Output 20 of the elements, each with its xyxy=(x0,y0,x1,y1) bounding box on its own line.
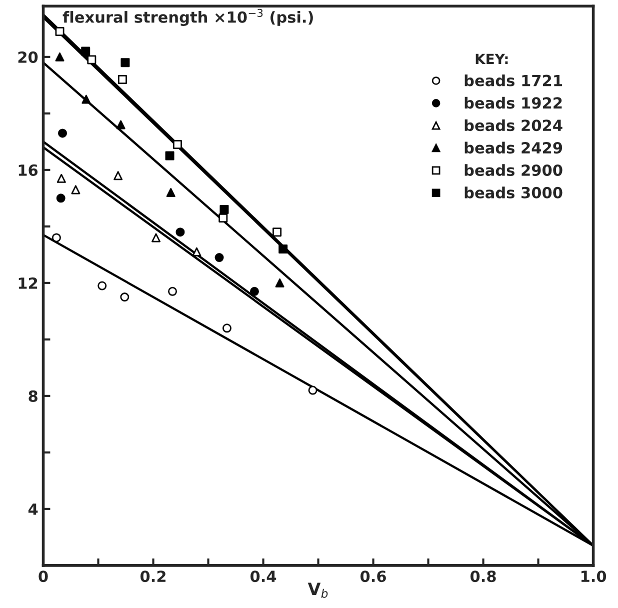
x-axis-title: V$_{b}$ xyxy=(308,582,328,598)
x-tick-label: 0.6 xyxy=(360,570,386,582)
legend-label: beads 2429 xyxy=(464,142,562,154)
legend-title: KEY: xyxy=(476,54,508,64)
legend-label: beads 2024 xyxy=(464,119,562,132)
y-tick-label: 8 xyxy=(28,390,38,402)
y-tick-label: 12 xyxy=(18,277,38,289)
y-tick-label: 20 xyxy=(18,51,38,63)
x-tick-label: 0.2 xyxy=(140,570,166,582)
y-tick-label: 4 xyxy=(28,504,38,515)
y-axis-title: flexural strength ×10$^{−3}$ (psi.) xyxy=(62,8,313,26)
x-tick-label: 0.4 xyxy=(250,570,276,582)
x-tick-label: 0 xyxy=(38,570,48,582)
x-tick-label: 0.8 xyxy=(470,570,496,582)
legend-label: beads 1922 xyxy=(464,96,562,109)
legend-label: beads 3000 xyxy=(464,186,562,198)
x-tick-label: 1.0 xyxy=(581,570,606,582)
legend-label: beads 1721 xyxy=(464,74,562,86)
legend-label: beads 2900 xyxy=(464,164,562,176)
y-tick-label: 16 xyxy=(18,164,38,176)
